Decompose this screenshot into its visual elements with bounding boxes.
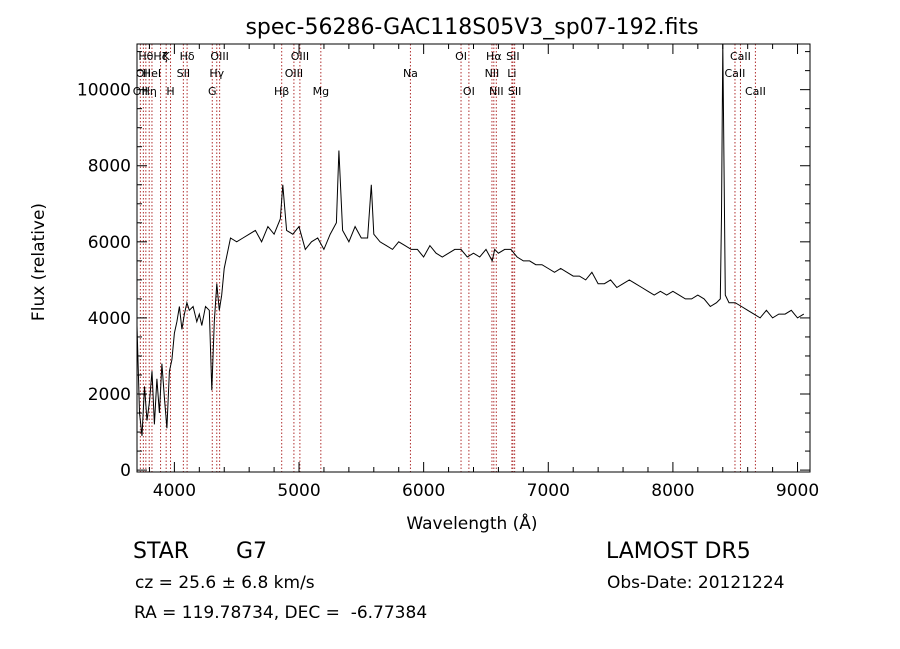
spectral-line-labels: OIIOIIHθHηHeIHζKHSIIHδGHγOIIIHβOIIIOIIIM… [133, 50, 766, 98]
marker-label-3: Hη [142, 85, 157, 98]
x-tick-label-4: 8000 [651, 481, 694, 501]
y-tick-label-3: 6000 [88, 233, 131, 253]
marker-label-10: G [208, 85, 217, 98]
marker-label-22: NII [489, 85, 504, 98]
marker-label-4: HeI [143, 67, 161, 80]
y-tick-label-5: 10000 [77, 81, 131, 101]
x-tick-label-3: 7000 [527, 481, 570, 501]
x-axis-label: Wavelength (Å) [406, 512, 537, 534]
marker-label-7: H [166, 85, 174, 98]
marker-label-6: K [163, 50, 171, 63]
marker-label-23: Li [507, 67, 516, 80]
spectral-line-markers [139, 44, 756, 472]
marker-label-17: Na [403, 67, 418, 80]
marker-label-18: OI [455, 50, 467, 63]
marker-label-11: Hγ [209, 67, 224, 80]
y-tick-label-4: 8000 [88, 157, 131, 177]
redshift-velocity: cz = 25.6 ± 6.8 km/s [135, 573, 315, 593]
x-tick-label-5: 9000 [776, 481, 819, 501]
x-tick-label-2: 6000 [402, 481, 445, 501]
plot-frame [136, 43, 811, 473]
marker-label-15: OIII [291, 50, 309, 63]
chart-title: spec-56286-GAC118S05V3_sp07-192.fits [245, 15, 698, 40]
x-axis-ticks: 4000 5000 6000 7000 8000 9000 [148, 44, 819, 501]
coordinates: RA = 119.78734, DEC = -6.77384 [134, 603, 428, 623]
marker-label-25: SII [508, 85, 521, 98]
y-tick-label-1: 2000 [88, 385, 131, 405]
marker-label-19: OI [463, 85, 475, 98]
marker-label-20: NII [485, 67, 500, 80]
marker-label-2: Hθ [138, 50, 153, 63]
x-tick-label-1: 5000 [277, 481, 320, 501]
marker-label-14: OIII [285, 67, 303, 80]
observation-date: Obs-Date: 20121224 [607, 573, 785, 593]
marker-label-5: Hζ [153, 50, 167, 63]
marker-label-28: CaII [745, 85, 766, 98]
object-subclass: G7 [236, 539, 268, 564]
y-tick-label-0: 0 [120, 461, 131, 481]
y-tick-label-2: 4000 [88, 309, 131, 329]
object-class: STAR [133, 539, 190, 564]
marker-label-13: Hβ [274, 85, 289, 98]
x-tick-label-0: 4000 [153, 481, 196, 501]
y-axis-ticks: 0 2000 4000 6000 8000 10000 [77, 51, 810, 481]
marker-label-9: Hδ [180, 50, 195, 63]
marker-label-8: SII [177, 67, 190, 80]
marker-label-12: OIII [210, 50, 228, 63]
marker-label-21: Hα [486, 50, 502, 63]
spectrum-line [136, 43, 805, 436]
survey-name: LAMOST DR5 [606, 539, 751, 564]
marker-label-24: SII [506, 50, 519, 63]
y-axis-label: Flux (relative) [29, 203, 49, 321]
marker-label-27: CaII [730, 50, 751, 63]
marker-label-16: Mg [313, 85, 329, 98]
marker-label-26: CaII [725, 67, 746, 80]
